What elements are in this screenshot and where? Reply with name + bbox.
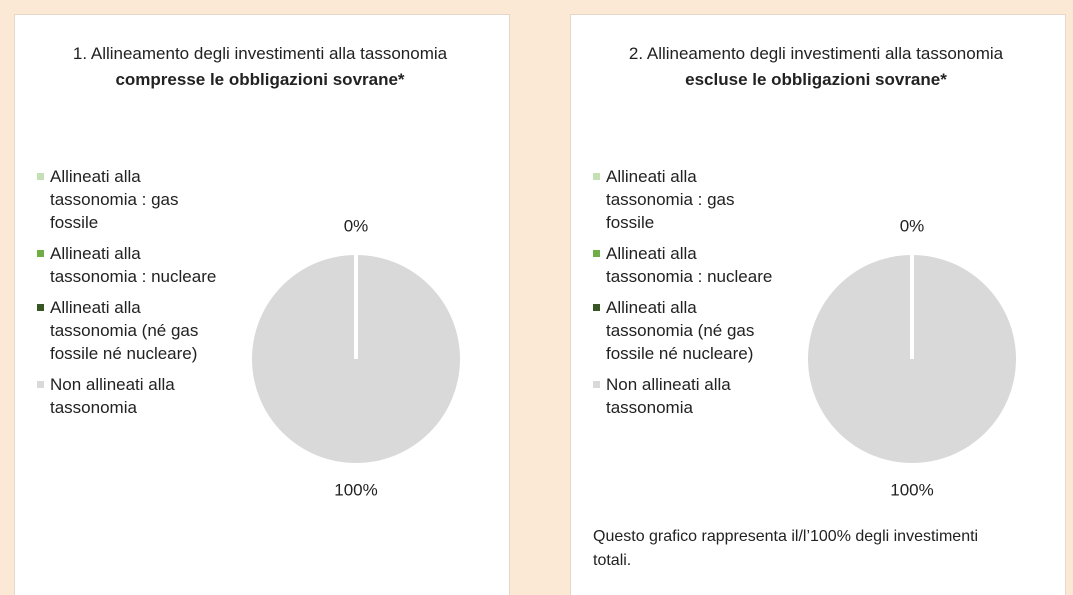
legend-item: Allineati alla tassonomia (né gas fossil… (593, 296, 793, 365)
legend-item: Allineati alla tassonomia : nucleare (37, 242, 237, 288)
legend: Allineati alla tassonomia : gas fossile A… (593, 165, 793, 419)
legend-swatch (593, 381, 600, 388)
data-label: 0% (344, 216, 369, 235)
legend-swatch (593, 250, 600, 257)
chart-title: 1. Allineamento degli investimenti alla … (55, 41, 465, 93)
legend-item: Allineati alla tassonomia (né gas fossil… (37, 296, 237, 365)
legend-swatch (593, 304, 600, 311)
legend-swatch (593, 173, 600, 180)
legend-swatch (37, 304, 44, 311)
pie-chart: 0% 100% (252, 216, 460, 499)
legend-label: Allineati alla tassonomia (né gas fossil… (50, 298, 199, 363)
data-label: 0% (900, 216, 925, 235)
legend-swatch (37, 250, 44, 257)
legend: Allineati alla tassonomia : gas fossile A… (37, 165, 237, 419)
chart-title: 2. Allineamento degli investimenti alla … (611, 41, 1021, 93)
legend-item: Non allineati alla tassonomia (37, 373, 237, 419)
legend-label: Allineati alla tassonomia : nucleare (50, 244, 217, 286)
data-label: 100% (334, 480, 377, 499)
legend-label: Allineati alla tassonomia : nucleare (606, 244, 773, 286)
legend-label: Non allineati alla tassonomia (606, 375, 731, 417)
chart-panel: 2. Allineamento degli investimenti alla … (570, 14, 1066, 595)
pie-chart: 0% 100% (808, 216, 1016, 499)
legend-item: Non allineati alla tassonomia (593, 373, 793, 419)
legend-label: Non allineati alla tassonomia (50, 375, 175, 417)
legend-item: Allineati alla tassonomia : gas fossile (37, 165, 237, 234)
legend-label: Allineati alla tassonomia : gas fossile (606, 167, 735, 232)
legend-swatch (37, 381, 44, 388)
legend-item: Allineati alla tassonomia : nucleare (593, 242, 793, 288)
chart-panel: 1. Allineamento degli investimenti alla … (14, 14, 510, 595)
title-text: 1. Allineamento degli investimenti alla … (72, 44, 448, 63)
legend-item: Allineati alla tassonomia : gas fossile (593, 165, 793, 234)
title-text: 2. Allineamento degli investimenti alla … (628, 44, 1004, 63)
legend-label: Allineati alla tassonomia : gas fossile (50, 167, 179, 232)
title-bold: escluse le obbligazioni sovrane* (685, 70, 947, 89)
legend-swatch (37, 173, 44, 180)
data-label: 100% (890, 480, 933, 499)
title-bold: compresse le obbligazioni sovrane* (115, 70, 405, 89)
legend-label: Allineati alla tassonomia (né gas fossil… (606, 298, 755, 363)
chart-note: Questo grafico rappresenta il/l’100% deg… (593, 528, 979, 569)
